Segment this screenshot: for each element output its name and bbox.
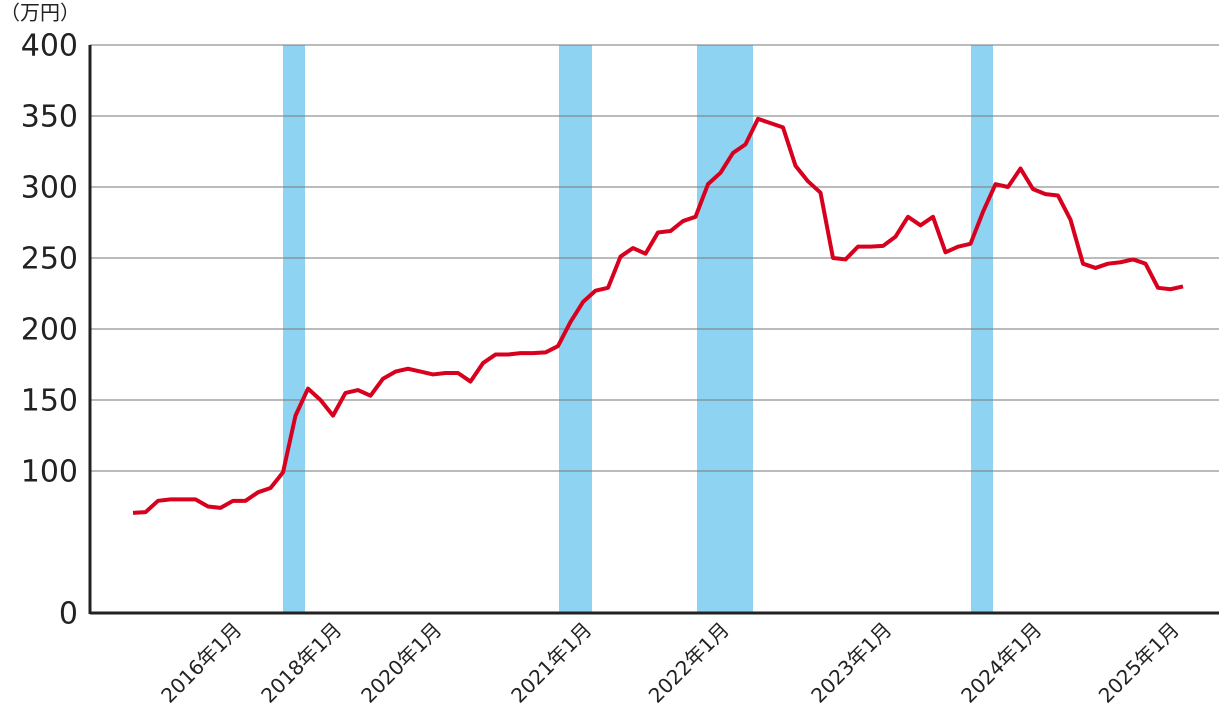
x-tick-label: 2018年1月 xyxy=(256,617,346,707)
x-tick-label: 2023年1月 xyxy=(806,617,896,707)
x-tick-label: 2016年1月 xyxy=(156,617,246,707)
y-tick-label: 250 xyxy=(21,242,78,277)
y-tick-label: 300 xyxy=(21,171,78,206)
x-tick-label: 2021年1月 xyxy=(506,617,596,707)
y-tick-label: 350 xyxy=(21,100,78,135)
y-unit: （万円） xyxy=(0,1,80,25)
x-tick-label: 2020年1月 xyxy=(356,617,446,707)
x-tick-label: 2024年1月 xyxy=(956,617,1046,707)
y-tick-label: 150 xyxy=(21,384,78,419)
y-tick-label: 400 xyxy=(21,29,78,64)
y-tick-label: 0 xyxy=(59,597,78,632)
y-tick-label: 200 xyxy=(21,313,78,348)
x-tick-label: 2022年1月 xyxy=(644,617,734,707)
y-tick-label: 100 xyxy=(21,455,78,490)
data-line xyxy=(132,116,1184,515)
x-tick-label: 2025年1月 xyxy=(1094,617,1184,707)
